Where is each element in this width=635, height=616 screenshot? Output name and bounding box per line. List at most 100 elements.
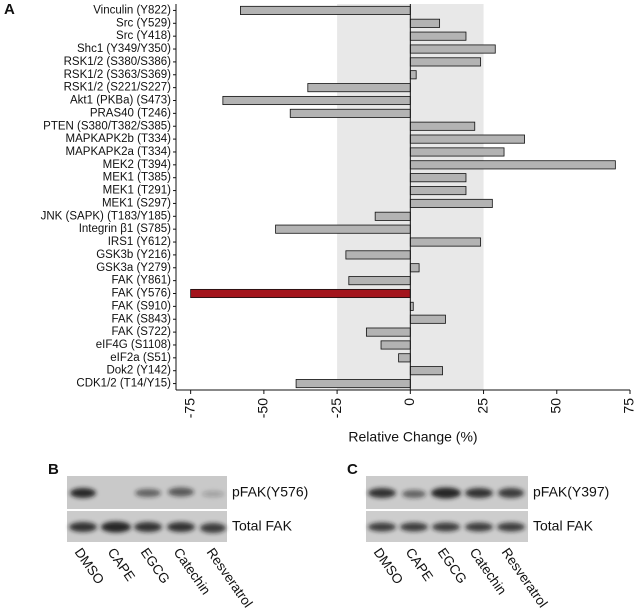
x-tick-label: 0 bbox=[401, 398, 417, 406]
band bbox=[69, 522, 97, 532]
lane-label: EGCG bbox=[138, 545, 173, 586]
blot-row-label: pFAK(Y576) bbox=[232, 484, 308, 500]
y-tick-label: FAK (S722) bbox=[112, 326, 172, 338]
y-tick-label: Vinculin (Y822) bbox=[93, 4, 171, 16]
bar bbox=[409, 173, 467, 183]
blot bbox=[67, 476, 227, 542]
band bbox=[167, 522, 195, 532]
y-tick-label: RSK1/2 (S380/S386) bbox=[64, 56, 172, 68]
bar bbox=[345, 250, 411, 260]
bar bbox=[409, 263, 420, 273]
bar bbox=[295, 379, 411, 389]
band bbox=[431, 487, 461, 499]
x-tick-label: -75 bbox=[181, 398, 197, 418]
bar bbox=[398, 353, 411, 363]
y-tick-label: Integrin β1 (S785) bbox=[79, 223, 171, 235]
blot-row-label: Total FAK bbox=[232, 518, 293, 534]
band bbox=[432, 522, 460, 532]
band bbox=[202, 491, 224, 497]
y-tick-label: RSK1/2 (S363/S369) bbox=[64, 69, 172, 81]
y-tick-label: Src (Y529) bbox=[116, 17, 171, 29]
band bbox=[135, 489, 161, 497]
band bbox=[168, 487, 194, 497]
x-tick-label: 50 bbox=[547, 398, 563, 414]
bar bbox=[409, 147, 505, 157]
bar bbox=[409, 186, 467, 196]
panel-label: A bbox=[4, 1, 15, 18]
bar bbox=[374, 211, 411, 221]
y-tick-label: JNK (SAPK) (T183/Y185) bbox=[41, 210, 172, 222]
bar bbox=[409, 134, 525, 144]
blot-row-label: pFAK(Y397) bbox=[533, 484, 609, 500]
y-tick-label: CDK1/2 (T14/Y15) bbox=[76, 378, 171, 390]
y-tick-label: Shc1 (Y349/Y350) bbox=[77, 43, 171, 55]
bar bbox=[365, 327, 411, 337]
bar bbox=[409, 237, 482, 247]
x-tick-label: 25 bbox=[474, 398, 490, 414]
y-tick-label: FAK (Y576) bbox=[112, 288, 172, 300]
band bbox=[465, 522, 493, 532]
blot-row-label: Total FAK bbox=[533, 518, 594, 534]
y-tick-label: eIF4G (S1108) bbox=[96, 339, 171, 351]
band bbox=[101, 521, 131, 533]
y-tick-label: Dok2 (Y142) bbox=[106, 365, 171, 377]
y-tick-label: eIF2a (S51) bbox=[110, 352, 171, 364]
bar bbox=[348, 276, 411, 286]
bar bbox=[409, 121, 476, 131]
band bbox=[368, 522, 396, 532]
band bbox=[368, 488, 396, 498]
bar bbox=[289, 108, 411, 118]
y-tick-label: MEK1 (S297) bbox=[102, 197, 171, 209]
lane-label: CAPE bbox=[105, 545, 138, 584]
bar bbox=[307, 83, 411, 93]
band bbox=[70, 488, 96, 498]
bar bbox=[409, 198, 493, 208]
x-tick-label: -50 bbox=[255, 398, 271, 418]
band bbox=[402, 490, 426, 498]
y-tick-label: FAK (Y861) bbox=[112, 275, 172, 287]
panel-label: C bbox=[347, 461, 358, 478]
panel-label: B bbox=[48, 461, 59, 478]
bar bbox=[409, 314, 446, 324]
bar bbox=[409, 31, 467, 41]
band bbox=[465, 488, 493, 498]
bar bbox=[380, 340, 411, 350]
y-tick-label: Src (Y418) bbox=[116, 30, 171, 42]
y-tick-label: FAK (S910) bbox=[112, 300, 172, 312]
bar bbox=[409, 18, 441, 28]
band bbox=[200, 523, 226, 533]
band bbox=[498, 488, 524, 498]
bar bbox=[409, 366, 443, 376]
lane-label: Resveratrol bbox=[499, 545, 551, 610]
y-tick-label: IRS1 (Y612) bbox=[108, 236, 171, 248]
bar bbox=[222, 95, 411, 106]
bar bbox=[240, 5, 411, 15]
bar bbox=[275, 224, 411, 234]
y-tick-label: PRAS40 (T246) bbox=[90, 107, 171, 119]
band bbox=[400, 522, 428, 532]
y-tick-label: GSK3b (Y216) bbox=[96, 249, 171, 261]
lane-label: Resveratrol bbox=[204, 545, 256, 610]
x-tick-label: 75 bbox=[621, 398, 635, 414]
bar bbox=[409, 160, 616, 170]
y-tick-label: Akt1 (PKBa) (S473) bbox=[70, 95, 171, 107]
y-tick-label: MEK1 (T385) bbox=[103, 172, 172, 184]
y-tick-label: GSK3a (Y279) bbox=[96, 262, 171, 274]
bar bbox=[409, 57, 482, 67]
y-tick-label: MAPKAPK2b (T334) bbox=[66, 133, 172, 145]
y-tick-label: PTEN (S380/T382/S385) bbox=[43, 120, 171, 132]
bar bbox=[409, 44, 496, 54]
y-tick-label: RSK1/2 (S221/S227) bbox=[64, 82, 172, 94]
blot bbox=[366, 476, 528, 542]
x-axis-title: Relative Change (%) bbox=[348, 429, 477, 445]
bar bbox=[409, 70, 417, 80]
bar-chart: Vinculin (Y822)Src (Y529)Src (Y418)Shc1 … bbox=[41, 4, 635, 445]
y-tick-label: MAPKAPK2a (T334) bbox=[66, 146, 172, 158]
y-tick-label: MEK1 (T291) bbox=[103, 185, 172, 197]
lane-label: CAPE bbox=[403, 545, 436, 584]
band bbox=[497, 522, 525, 532]
band bbox=[134, 522, 162, 532]
lane-label: DMSO bbox=[72, 545, 108, 587]
